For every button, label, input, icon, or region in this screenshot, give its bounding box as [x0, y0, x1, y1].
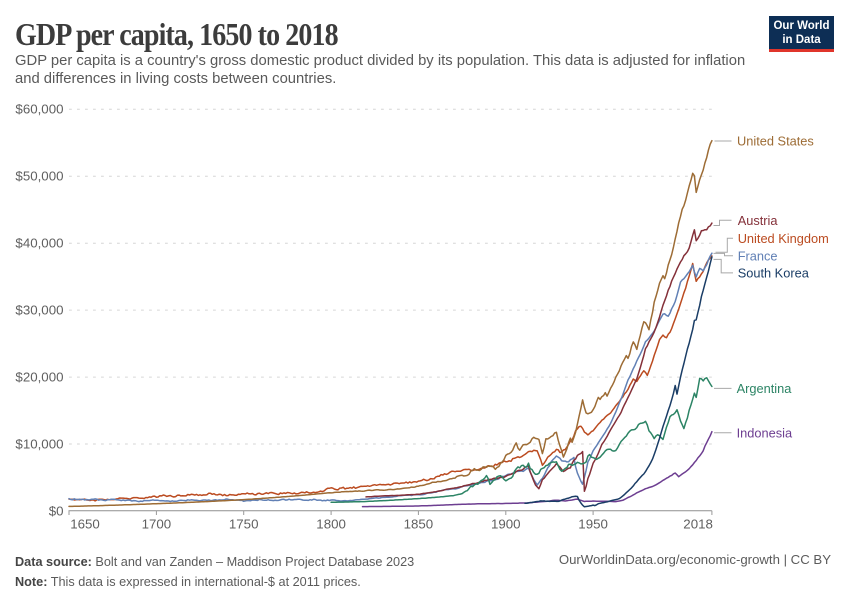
svg-text:$10,000: $10,000 — [15, 437, 63, 452]
svg-text:South Korea: South Korea — [738, 266, 810, 281]
svg-text:1650: 1650 — [70, 517, 100, 532]
svg-text:France: France — [738, 248, 778, 263]
svg-text:1800: 1800 — [316, 517, 346, 532]
svg-text:$50,000: $50,000 — [15, 169, 63, 184]
svg-text:United Kingdom: United Kingdom — [738, 231, 829, 246]
svg-text:$60,000: $60,000 — [15, 102, 63, 117]
svg-text:Argentina: Argentina — [737, 381, 793, 396]
svg-text:1900: 1900 — [491, 517, 521, 532]
svg-text:$30,000: $30,000 — [15, 303, 63, 318]
svg-text:$20,000: $20,000 — [15, 370, 63, 385]
svg-text:1850: 1850 — [404, 517, 434, 532]
svg-text:Indonesia: Indonesia — [737, 425, 793, 440]
svg-text:$0: $0 — [49, 504, 64, 519]
svg-text:$40,000: $40,000 — [15, 236, 63, 251]
svg-text:1750: 1750 — [229, 517, 259, 532]
svg-text:2018: 2018 — [683, 517, 713, 532]
svg-text:1950: 1950 — [578, 517, 608, 532]
svg-text:1700: 1700 — [142, 517, 172, 532]
svg-text:Austria: Austria — [738, 213, 779, 228]
svg-text:United States: United States — [737, 134, 814, 149]
